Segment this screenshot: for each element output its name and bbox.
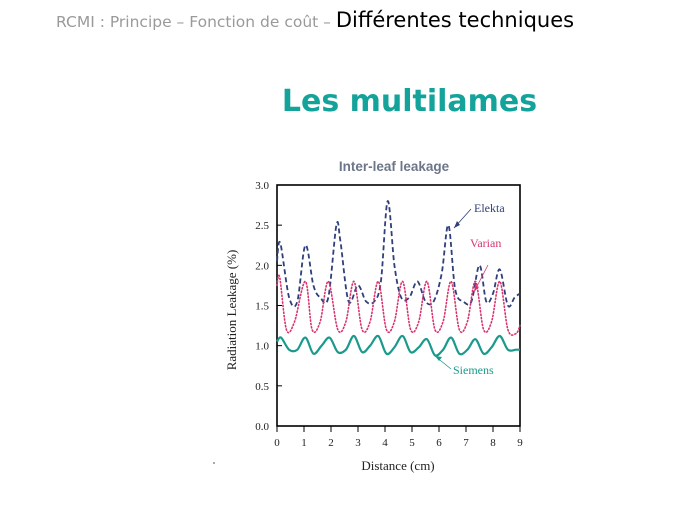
varian-label: Varian: [470, 236, 501, 250]
x-tick-label: 1: [301, 437, 307, 449]
y-tick-label: 2.0: [255, 260, 269, 272]
y-tick-label: 0.5: [255, 381, 269, 393]
varian-arrowhead: [474, 285, 479, 292]
y-axis-label: Radiation Leakage (%): [224, 250, 239, 371]
elekta-arrowhead: [454, 221, 460, 228]
x-tick-label: 5: [409, 437, 415, 449]
label-siemens: Siemens: [434, 355, 494, 377]
breadcrumb-path: RCMI : Principe – Fonction de coût –: [56, 13, 336, 31]
slide-title: Les multilames: [281, 84, 538, 119]
x-tick-label: 4: [382, 437, 388, 449]
decorative-dot: [213, 462, 215, 464]
chart-title: Inter-leaf leakage: [339, 159, 450, 174]
label-elekta: Elekta: [453, 201, 505, 229]
x-tick-label: 2: [328, 437, 334, 449]
x-axis-label: Distance (cm): [361, 458, 434, 473]
x-tick-label: 8: [490, 437, 496, 449]
siemens-label: Siemens: [453, 363, 494, 377]
x-tick-label: 0: [274, 437, 280, 449]
x-tick-label: 7: [463, 437, 469, 449]
y-tick-label: 0.0: [255, 421, 269, 433]
x-tick-label: 6: [436, 437, 442, 449]
siemens-arrowhead: [435, 356, 442, 361]
breadcrumb: RCMI : Principe – Fonction de coût – Dif…: [56, 8, 686, 32]
series-layer: [276, 200, 521, 357]
series-line-siemens: [276, 334, 520, 357]
breadcrumb-current: Différentes techniques: [335, 8, 575, 32]
x-tick-label: 9: [517, 437, 523, 449]
y-tick-label: 1.0: [255, 341, 269, 353]
x-axis: 0 1 2 3 4 5 6 7 8 9: [274, 426, 523, 449]
plot-frame: [276, 184, 521, 427]
y-tick-label: 3.0: [255, 180, 269, 192]
label-varian: Varian: [470, 236, 501, 293]
x-tick-label: 3: [355, 437, 361, 449]
y-tick-label: 1.5: [255, 301, 269, 313]
y-tick-label: 2.5: [255, 220, 269, 232]
series-line-varian: [276, 274, 521, 336]
elekta-label: Elekta: [474, 201, 505, 215]
series-line-elekta: [276, 200, 521, 308]
y-axis: 0.0 0.5 1.0 1.5 2.0 2.5 3.0: [255, 180, 282, 433]
